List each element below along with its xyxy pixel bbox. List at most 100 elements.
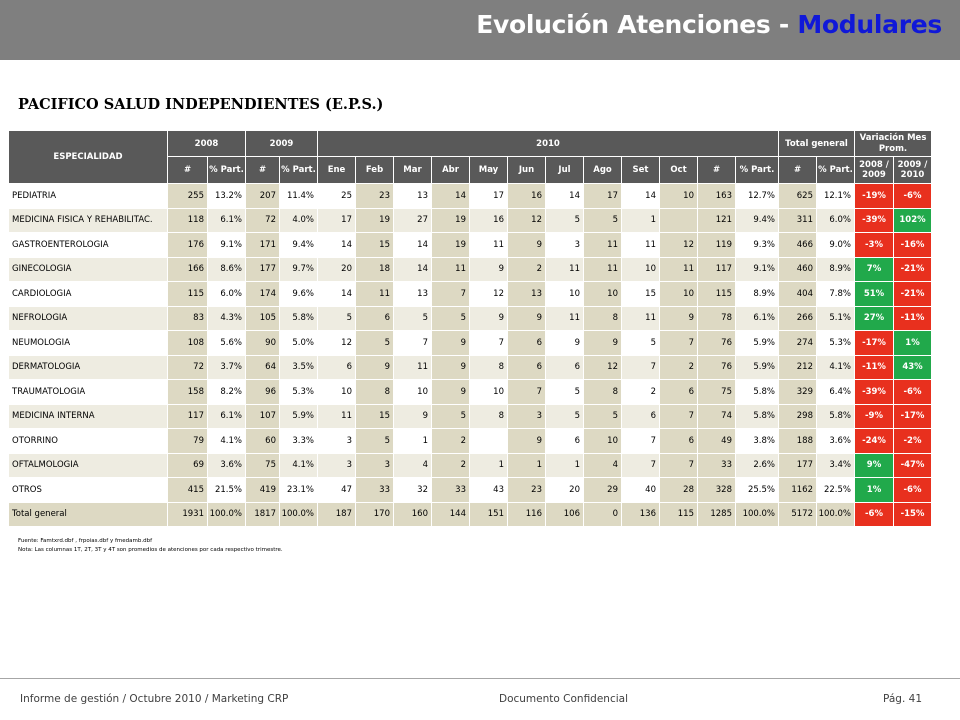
part-2009: 4.1%	[279, 452, 318, 478]
count-2009: 171	[245, 232, 280, 258]
count-2008: 176	[167, 232, 208, 258]
total-count: 177	[778, 452, 817, 478]
month-value: 14	[393, 256, 432, 282]
part-2010: 9.1%	[735, 256, 779, 282]
total-part: 5.8%	[816, 403, 855, 429]
header-2010-part: % Part.	[735, 156, 779, 184]
month-value: 9	[469, 256, 508, 282]
total-part: 22.5%	[816, 477, 855, 503]
specialty-name: Total general	[8, 501, 168, 527]
part-2009: 3.5%	[279, 354, 318, 380]
part-2010: 12.7%	[735, 183, 779, 209]
month-value: 7	[621, 354, 660, 380]
part-2009: 11.4%	[279, 183, 318, 209]
month-value: 2	[431, 452, 470, 478]
count-2010: 74	[697, 403, 736, 429]
variation-2008-2009: -17%	[854, 330, 894, 356]
variation-2008-2009: -3%	[854, 232, 894, 258]
month-value: 2	[621, 379, 660, 405]
month-value: 32	[393, 477, 432, 503]
table-row: OTORRINO 79 4.1% 60 3.3% 3 5 1 2 9 6 10 7 6 49 3.8% 188 3…	[8, 428, 932, 454]
month-value: 23	[355, 183, 394, 209]
month-value: 15	[355, 232, 394, 258]
header-variacion: Variación Mes Prom.	[854, 130, 932, 157]
month-value: 43	[469, 477, 508, 503]
month-value: 2	[431, 428, 470, 454]
count-2008: 117	[167, 403, 208, 429]
specialty-name: OTORRINO	[8, 428, 168, 454]
month-value: 10	[583, 281, 622, 307]
month-value: 13	[393, 183, 432, 209]
month-value: 6	[355, 305, 394, 331]
part-2009: 5.8%	[279, 305, 318, 331]
header-2009-part: % Part.	[279, 156, 318, 184]
month-value: 14	[545, 183, 584, 209]
header-year-2008: 2008	[167, 130, 246, 157]
part-2008: 13.2%	[207, 183, 246, 209]
variation-2008-2009: -6%	[854, 501, 894, 527]
page-title-main: Evolución Atenciones -	[476, 10, 798, 39]
part-2008: 8.6%	[207, 256, 246, 282]
month-value: 106	[545, 501, 584, 527]
count-2010: 76	[697, 330, 736, 356]
month-value: 8	[583, 305, 622, 331]
count-2009: 174	[245, 281, 280, 307]
title-bar: Evolución Atenciones - Modulares	[0, 0, 960, 60]
variation-2009-2010: -47%	[893, 452, 932, 478]
month-value: 20	[317, 256, 356, 282]
specialty-name: OTROS	[8, 477, 168, 503]
count-2009: 64	[245, 354, 280, 380]
month-value: 4	[393, 452, 432, 478]
count-2009: 177	[245, 256, 280, 282]
month-value: 116	[507, 501, 546, 527]
month-value: 1	[469, 452, 508, 478]
header-2009-count: #	[245, 156, 280, 184]
table-row: GINECOLOGIA 166 8.6% 177 9.7% 20 18 14 11 9 2 11 11 1…	[8, 256, 932, 282]
month-value: 115	[659, 501, 698, 527]
month-value: 14	[621, 183, 660, 209]
total-part: 3.4%	[816, 452, 855, 478]
part-2010: 100.0%	[735, 501, 779, 527]
count-2010: 75	[697, 379, 736, 405]
count-2010: 328	[697, 477, 736, 503]
month-value: 16	[469, 207, 508, 233]
header-month: Ago	[583, 156, 622, 184]
variation-2009-2010: -11%	[893, 305, 932, 331]
part-2009: 5.3%	[279, 379, 318, 405]
part-2009: 4.0%	[279, 207, 318, 233]
table-row: DERMATOLOGIA 72 3.7% 64 3.5% 6 9 11 9 8 6 6 12 7 2 76 5.…	[8, 354, 932, 380]
month-value: 10	[545, 281, 584, 307]
total-count: 212	[778, 354, 817, 380]
specialty-name: TRAUMATOLOGIA	[8, 379, 168, 405]
month-value: 18	[355, 256, 394, 282]
header-total-count: #	[778, 156, 817, 184]
total-row: Total general 1931 100.0% 1817 100.0% 187 170 1…	[8, 501, 932, 527]
part-2008: 8.2%	[207, 379, 246, 405]
month-value: 1	[507, 452, 546, 478]
month-value: 6	[659, 379, 698, 405]
month-value: 5	[545, 379, 584, 405]
month-value: 10	[393, 379, 432, 405]
variation-2009-2010: -6%	[893, 477, 932, 503]
part-2008: 3.6%	[207, 452, 246, 478]
header-row-sub: # % Part. # % Part. Ene Feb Mar Abr May …	[9, 156, 932, 184]
header-month: Jun	[507, 156, 546, 184]
part-2009: 9.4%	[279, 232, 318, 258]
month-value: 29	[583, 477, 622, 503]
part-2010: 25.5%	[735, 477, 779, 503]
month-value: 9	[393, 403, 432, 429]
header-month: Feb	[355, 156, 394, 184]
part-2008: 9.1%	[207, 232, 246, 258]
header-2010-count: #	[697, 156, 736, 184]
part-2010: 8.9%	[735, 281, 779, 307]
total-count: 298	[778, 403, 817, 429]
total-part: 6.0%	[816, 207, 855, 233]
variation-2008-2009: -11%	[854, 354, 894, 380]
total-count: 266	[778, 305, 817, 331]
header-year-2010: 2010	[317, 130, 779, 157]
month-value: 13	[507, 281, 546, 307]
count-2010: 119	[697, 232, 736, 258]
count-2008: 79	[167, 428, 208, 454]
month-value: 9	[355, 354, 394, 380]
month-value: 8	[355, 379, 394, 405]
